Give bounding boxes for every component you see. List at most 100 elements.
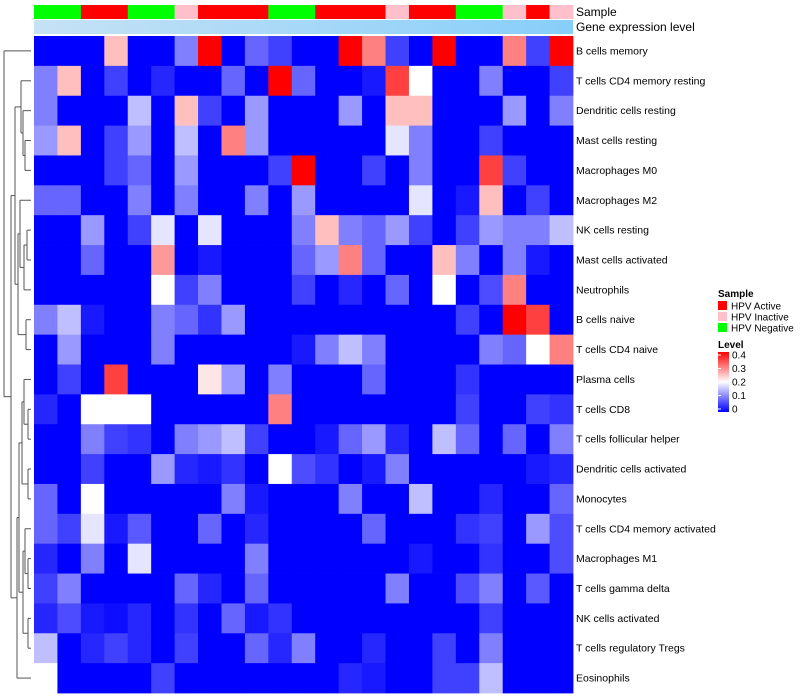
heatmap-cell [104, 36, 129, 67]
heatmap-cell [127, 513, 152, 545]
row-label: NK cells activated [576, 613, 660, 625]
heatmap-cell [291, 483, 316, 515]
heatmap-cell [34, 573, 58, 604]
heatmap-cell [174, 215, 199, 246]
row-label: T cells regulatory Tregs [576, 643, 685, 655]
heatmap-cell [291, 454, 316, 485]
heatmap-cell [502, 663, 527, 694]
heatmap-cell [104, 65, 129, 97]
heatmap-cell [549, 125, 574, 156]
heatmap-cell [408, 603, 433, 634]
heatmap-cell [432, 513, 457, 545]
sample-annotation-cell [408, 5, 433, 19]
heatmap-cell [479, 185, 504, 216]
heatmap-cell [221, 663, 246, 694]
heatmap-cell [549, 364, 574, 395]
heatmap-cell [432, 215, 457, 246]
heatmap-cell [151, 185, 175, 216]
heatmap-cell [57, 155, 82, 186]
heatmap-cell [291, 513, 316, 545]
sample-annotation-cell [34, 5, 58, 19]
heatmap-cell [526, 304, 550, 336]
heatmap-cell [104, 394, 129, 425]
sample-annotation-cell [57, 5, 82, 19]
heatmap-cell [408, 215, 433, 246]
heatmap-cell [198, 543, 222, 574]
heatmap-cell [198, 364, 222, 395]
heatmap-cell [151, 513, 175, 545]
heatmap-cell [80, 334, 105, 365]
heatmap-cell [244, 334, 269, 365]
heatmap-cell [80, 394, 105, 425]
heatmap-cell [291, 36, 316, 67]
heatmap-cell [315, 215, 340, 246]
sample-annotation-cell [80, 5, 105, 19]
heatmap-cell [221, 573, 246, 604]
heatmap-cell [362, 483, 386, 515]
heatmap-cell [362, 603, 386, 634]
heatmap-cell [526, 245, 550, 276]
heatmap-cell [104, 95, 129, 126]
heatmap-cell [80, 185, 105, 216]
heatmap-cell [455, 364, 480, 395]
heatmap-cell [80, 36, 105, 67]
heatmap-cell [455, 543, 480, 574]
heatmap-cell [104, 513, 129, 545]
heatmap-cell [151, 573, 175, 604]
heatmap-cell [408, 274, 433, 306]
heatmap-cell [338, 304, 363, 336]
heatmap-cell [221, 274, 246, 306]
heatmap-cell [408, 513, 433, 545]
row-label: T cells follicular helper [576, 434, 680, 446]
heatmap-cell [549, 274, 574, 306]
heatmap-cell [244, 513, 269, 545]
heatmap-cell [479, 95, 504, 126]
heatmap-cell [526, 274, 550, 306]
heatmap-cell [198, 424, 222, 455]
heatmap-cell [34, 36, 58, 67]
heatmap-cell [362, 513, 386, 545]
heatmap-cell [502, 155, 527, 186]
heatmap-cell [221, 334, 246, 365]
heatmap-cell [549, 543, 574, 574]
heatmap-cell [385, 185, 410, 216]
heatmap-cell [408, 454, 433, 485]
heatmap-cell [104, 274, 129, 306]
heatmap-cell [174, 334, 199, 365]
heatmap-cell [385, 603, 410, 634]
heatmap-cell [291, 633, 316, 664]
heatmap-cell [432, 543, 457, 574]
heatmap-cell [385, 454, 410, 485]
heatmap-cell [362, 394, 386, 425]
heatmap-cell [127, 424, 152, 455]
heatmap-cell [198, 304, 222, 336]
heatmap-cell [432, 663, 457, 694]
heatmap-cell [57, 424, 82, 455]
heatmap-cell [80, 304, 105, 336]
heatmap-cell [408, 125, 433, 156]
heatmap-cell [268, 394, 293, 425]
heatmap-cell [526, 36, 550, 67]
heatmap-cell [244, 304, 269, 336]
heatmap-cell [34, 215, 58, 246]
heatmap-cell [127, 125, 152, 156]
heatmap-cell [338, 215, 363, 246]
heatmap-cell [432, 424, 457, 455]
heatmap-cell [479, 215, 504, 246]
heatmap-cell [502, 543, 527, 574]
heatmap-cell [455, 125, 480, 156]
heatmap-cell [455, 394, 480, 425]
row-label: NK cells resting [576, 225, 649, 237]
heatmap-cell [80, 65, 105, 97]
heatmap-cell [526, 334, 550, 365]
sample-annotation-cell [549, 5, 574, 19]
sample-annotation-cell [338, 5, 363, 19]
heatmap-cell [198, 185, 222, 216]
heatmap-cell [408, 334, 433, 365]
heatmap-cell [174, 633, 199, 664]
sample-annotation-cell [268, 5, 293, 19]
heatmap-cell [244, 483, 269, 515]
heatmap-cell [291, 125, 316, 156]
heatmap-cell [479, 65, 504, 97]
heatmap-cell [315, 454, 340, 485]
